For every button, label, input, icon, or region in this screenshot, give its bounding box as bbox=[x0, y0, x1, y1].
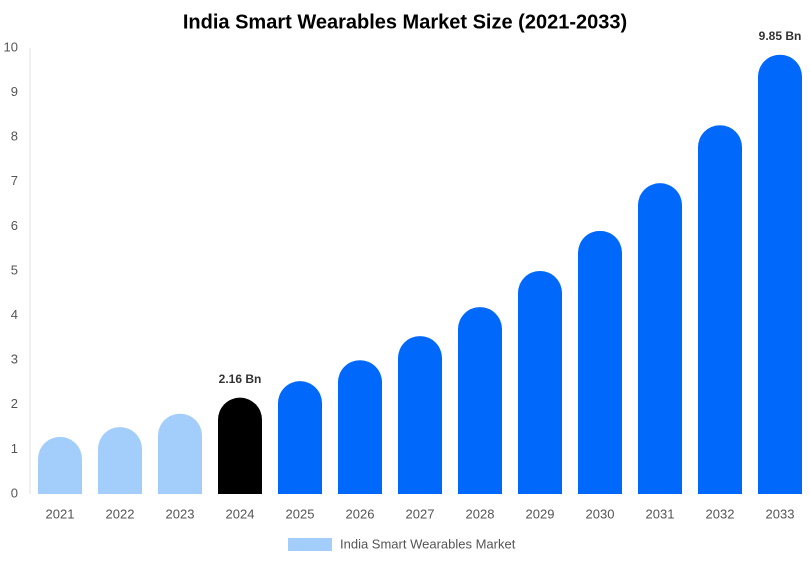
bar bbox=[218, 397, 262, 494]
legend-label: India Smart Wearables Market bbox=[340, 536, 516, 551]
x-tick-label: 2022 bbox=[106, 506, 135, 521]
bar bbox=[458, 307, 502, 494]
value-label: 9.85 Bn bbox=[759, 29, 802, 43]
x-tick-label: 2021 bbox=[46, 506, 75, 521]
y-tick-label: 4 bbox=[11, 307, 18, 322]
bar bbox=[38, 436, 82, 494]
x-tick-label: 2028 bbox=[466, 506, 495, 521]
y-tick-label: 10 bbox=[4, 39, 18, 54]
y-tick-label: 7 bbox=[11, 173, 18, 188]
x-tick-label: 2025 bbox=[286, 506, 315, 521]
bar bbox=[158, 413, 202, 494]
y-tick-label: 0 bbox=[11, 485, 18, 500]
bar bbox=[518, 271, 562, 494]
bar bbox=[338, 360, 382, 494]
y-tick-label: 3 bbox=[11, 352, 18, 367]
x-tick-label: 2023 bbox=[166, 506, 195, 521]
x-tick-label: 2032 bbox=[706, 506, 735, 521]
y-tick-label: 6 bbox=[11, 218, 18, 233]
x-tick-label: 2029 bbox=[526, 506, 555, 521]
y-tick-label: 5 bbox=[11, 262, 18, 277]
y-tick-label: 9 bbox=[11, 84, 18, 99]
bar bbox=[578, 230, 622, 494]
bar bbox=[638, 183, 682, 495]
bar bbox=[278, 381, 322, 494]
chart-title: India Smart Wearables Market Size (2021-… bbox=[183, 11, 627, 33]
bar bbox=[698, 125, 742, 495]
x-tick-label: 2027 bbox=[406, 506, 435, 521]
legend-swatch bbox=[288, 538, 332, 551]
bar bbox=[398, 336, 442, 494]
x-tick-label: 2026 bbox=[346, 506, 375, 521]
x-tick-label: 2030 bbox=[586, 506, 615, 521]
x-tick-label: 2033 bbox=[766, 506, 795, 521]
y-tick-label: 2 bbox=[11, 396, 18, 411]
value-label: 2.16 Bn bbox=[219, 372, 262, 386]
y-tick-label: 8 bbox=[11, 129, 18, 144]
bar bbox=[98, 427, 142, 494]
x-tick-label: 2024 bbox=[226, 506, 255, 521]
bar bbox=[758, 54, 802, 494]
y-tick-label: 1 bbox=[11, 441, 18, 456]
x-tick-label: 2031 bbox=[646, 506, 675, 521]
